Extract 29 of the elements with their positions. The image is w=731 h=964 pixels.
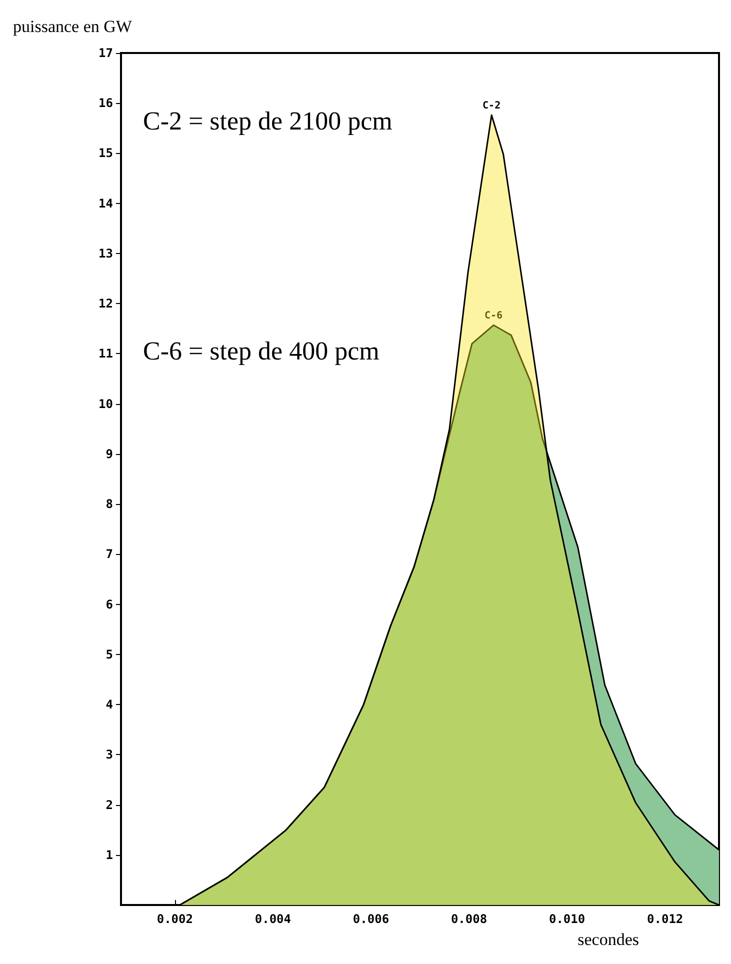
y-tick-label: 4 [106, 698, 113, 712]
y-tick-label: 10 [98, 396, 113, 411]
series-label: C-6 [484, 310, 503, 322]
y-tick-label: 5 [106, 647, 113, 662]
y-tick-label: 2 [106, 798, 113, 812]
y-tick-label: 11 [98, 346, 113, 361]
y-tick-label: 8 [106, 497, 113, 512]
y-tick-label: 17 [98, 46, 113, 60]
x-tick-label: 0.010 [548, 912, 586, 926]
annotation: C-2 = step de 2100 pcm [143, 106, 392, 136]
y-tick-label: 13 [98, 246, 113, 260]
x-tick-label: 0.002 [156, 912, 193, 926]
y-tick-label: 9 [106, 446, 113, 461]
series-label: C-2 [482, 100, 501, 112]
x-axis-title: secondes [578, 930, 639, 949]
x-tick-label: 0.004 [254, 912, 292, 926]
y-axis-title: puissance en GW [13, 17, 133, 36]
y-tick-label: 15 [98, 146, 113, 160]
x-tick-label: 0.006 [352, 912, 390, 926]
y-tick-label: 1 [106, 848, 113, 862]
annotation: C-6 = step de 400 pcm [143, 336, 380, 366]
y-tick-label: 16 [98, 96, 113, 110]
x-tick-label: 0.008 [450, 912, 488, 926]
y-tick-label: 3 [106, 748, 113, 762]
x-tick-label: 0.012 [647, 912, 684, 926]
y-tick-label: 14 [98, 196, 113, 210]
y-tick-label: 7 [106, 547, 113, 562]
y-tick-label: 6 [106, 597, 113, 612]
y-tick-label: 12 [98, 296, 113, 311]
